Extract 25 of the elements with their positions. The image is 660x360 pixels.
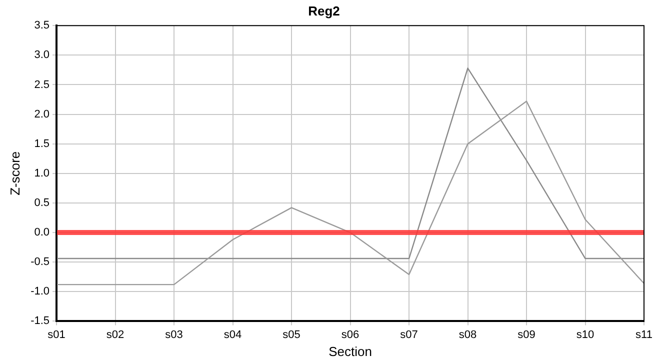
y-tick-label: -0.5 bbox=[30, 256, 50, 268]
y-tick-label: 1.0 bbox=[34, 167, 50, 180]
x-tick-label: s07 bbox=[400, 328, 418, 341]
x-tick-label: s04 bbox=[224, 328, 242, 341]
y-axis-title: Z-score bbox=[7, 151, 22, 196]
y-tick-label: 3.5 bbox=[34, 20, 50, 32]
y-tick-label: 3.0 bbox=[34, 49, 50, 62]
x-tick-label: s05 bbox=[282, 328, 300, 341]
x-tick-label: s09 bbox=[518, 328, 536, 341]
y-tick-label: -1.0 bbox=[30, 286, 50, 298]
y-tick-label: 1.5 bbox=[34, 138, 50, 150]
y-tick-label: 2.5 bbox=[34, 78, 50, 91]
x-tick-label: s02 bbox=[106, 328, 124, 341]
y-tick-label: 2.0 bbox=[34, 108, 50, 120]
x-tick-label: s08 bbox=[458, 328, 477, 341]
x-tick-label: s01 bbox=[48, 328, 66, 341]
x-axis-title: Section bbox=[328, 344, 372, 359]
x-tick-label: s06 bbox=[341, 328, 360, 341]
x-tick-label: s11 bbox=[636, 328, 652, 341]
y-tick-label: 0.5 bbox=[34, 196, 50, 209]
x-tick-label: s10 bbox=[576, 328, 594, 341]
y-tick-label: -1.5 bbox=[30, 315, 50, 328]
y-tick-label: 0.0 bbox=[34, 226, 50, 239]
x-tick-label: s03 bbox=[165, 328, 183, 341]
chart-title: Reg2 bbox=[308, 3, 340, 18]
